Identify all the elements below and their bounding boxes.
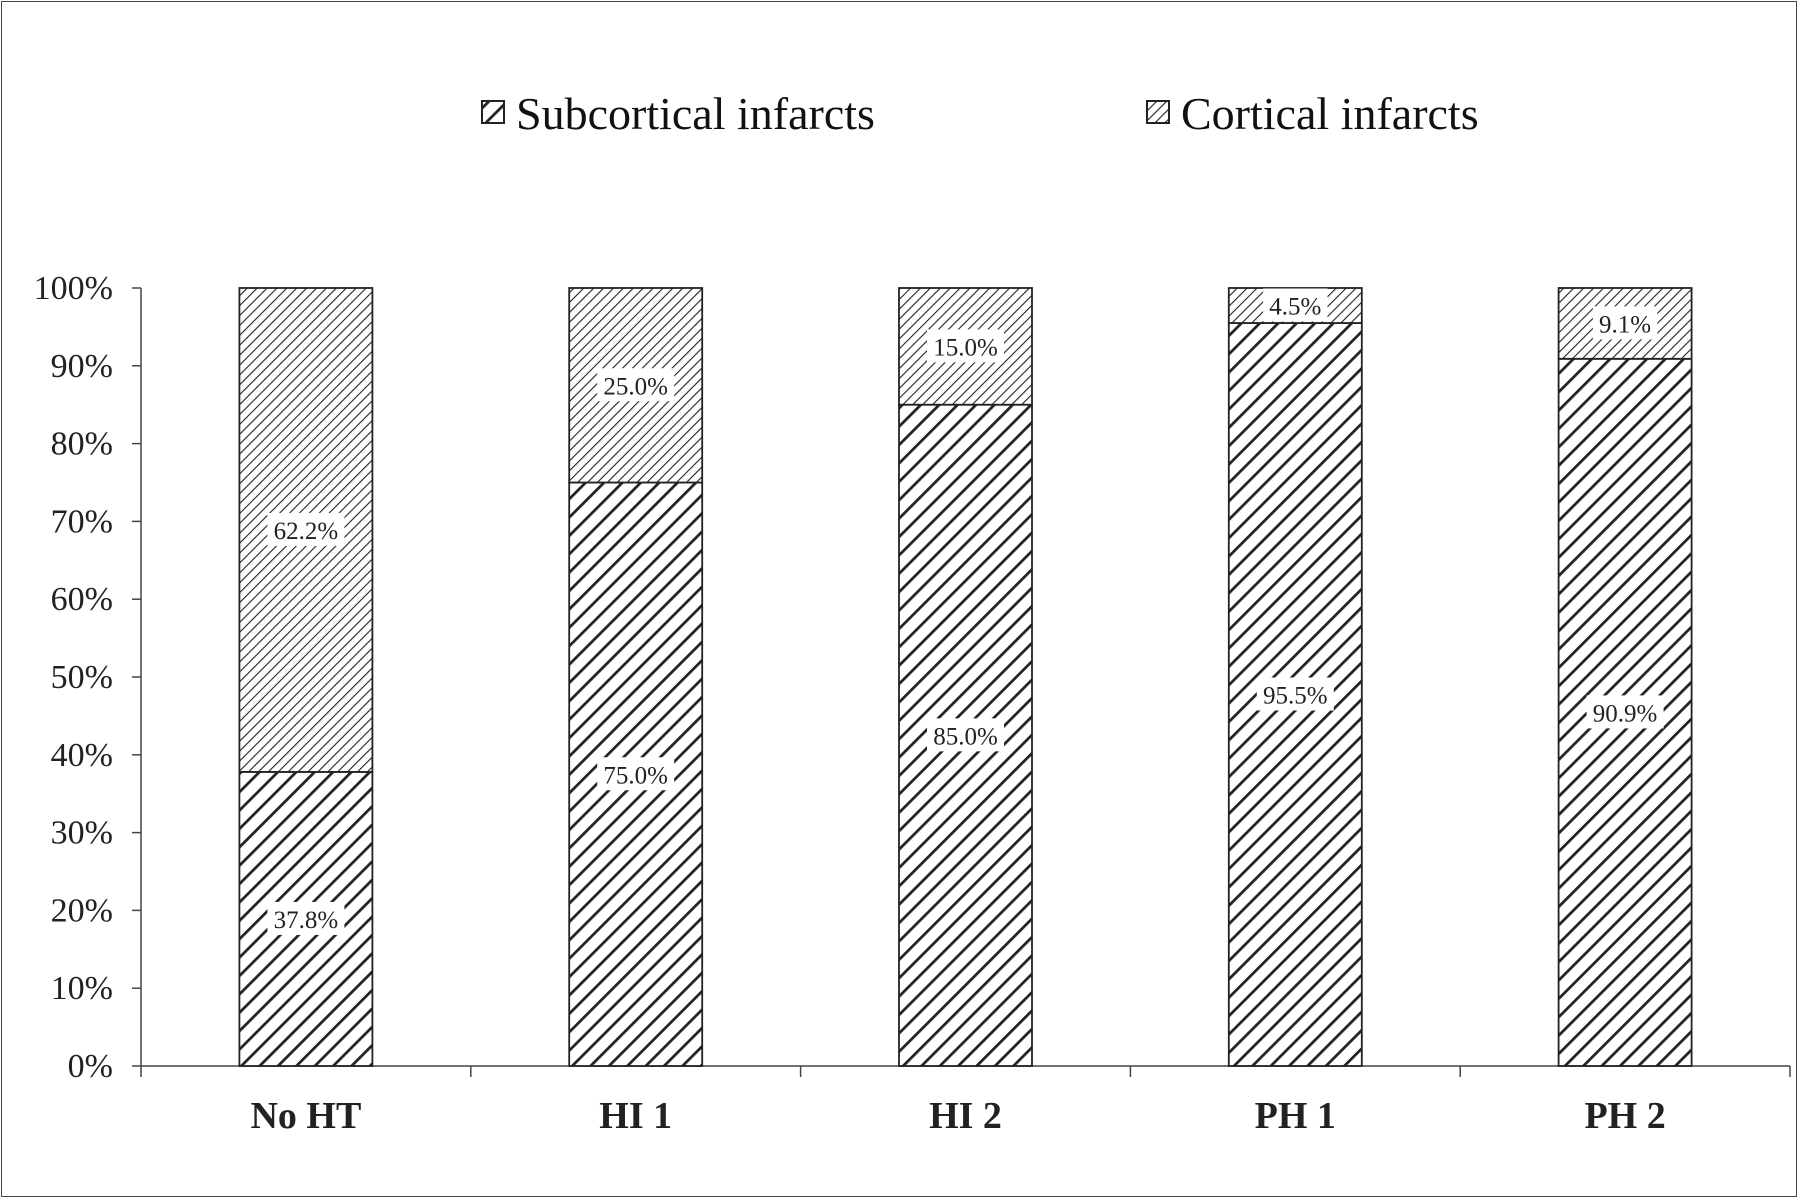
data-label-background (597, 757, 675, 791)
data-labels: 37.8% 62.2% 75.0% 25.0% 85.0% 15.0% 95.5% 4.5% 9… (267, 288, 1664, 935)
legend-swatch (481, 100, 505, 124)
data-label: 25.0% (603, 373, 668, 400)
y-tick-label: 10% (51, 970, 113, 1007)
x-category-label: HI 1 (599, 1095, 672, 1137)
y-tick-label: 100% (34, 270, 113, 307)
data-label: 4.5% (1269, 294, 1321, 321)
data-label-background (267, 512, 345, 546)
data-label: 9.1% (1599, 311, 1651, 338)
y-tick-label: 50% (51, 659, 113, 696)
data-label-background (1263, 288, 1328, 322)
data-label: 95.5% (1263, 683, 1328, 710)
y-tick-label: 60% (51, 581, 113, 618)
data-label-background (267, 901, 345, 935)
y-tick-label: 70% (51, 503, 113, 540)
x-category-label: PH 1 (1255, 1095, 1336, 1137)
y-tick-label: 0% (68, 1048, 113, 1085)
axes: 0% 10% 20% 30% 40% 50% 60% 70% 80% 90% 100% No HT HI… (34, 270, 1791, 1137)
x-category-label: HI 2 (929, 1095, 1002, 1137)
data-label: 62.2% (274, 518, 339, 545)
y-tick-label: 80% (51, 426, 113, 463)
data-label: 75.0% (603, 762, 668, 789)
data-label: 85.0% (933, 723, 998, 750)
data-label: 90.9% (1593, 700, 1658, 727)
legend-swatch (1146, 100, 1170, 124)
legend-label: Subcortical infarcts (516, 88, 875, 139)
data-label-background (927, 329, 1004, 363)
y-tick-label: 20% (51, 892, 113, 929)
legend: Subcortical infarcts Cortical infarcts (481, 88, 1479, 139)
data-label-background (597, 368, 675, 402)
data-label-background (1256, 677, 1334, 711)
bars (238, 287, 1693, 1067)
data-label-background (927, 718, 1004, 752)
y-tick-label: 90% (51, 348, 113, 385)
x-category-label: No HT (250, 1095, 361, 1137)
data-label-background (1592, 306, 1658, 340)
legend-label: Cortical infarcts (1181, 88, 1479, 139)
data-label-background (1586, 695, 1664, 729)
x-category-label: PH 2 (1584, 1095, 1665, 1137)
y-tick-label: 40% (51, 737, 113, 774)
data-label: 37.8% (274, 907, 339, 934)
data-label: 15.0% (933, 334, 998, 361)
y-tick-label: 30% (51, 815, 113, 852)
